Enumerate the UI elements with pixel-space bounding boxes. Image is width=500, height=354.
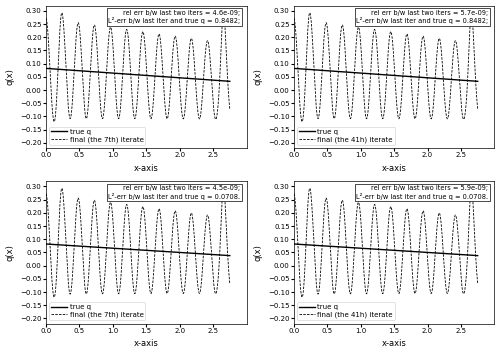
Y-axis label: q(x): q(x) bbox=[254, 68, 262, 85]
final (the 41h) iterate bbox=[442, 276, 448, 281]
final (the 7th) iterate bbox=[227, 282, 233, 286]
Text: rel err b/w last two iters = 4.5e-09;
L²-err b/w last iter and true q = 0.0708.: rel err b/w last two iters = 4.5e-09; L²… bbox=[108, 185, 240, 200]
final (the 41h) iterate bbox=[291, 16, 297, 20]
true q bbox=[291, 242, 297, 246]
Text: rel err b/w last two iters = 4.6e-09;
L²-err b/w last iter and true q = 0.8482;: rel err b/w last two iters = 4.6e-09; L²… bbox=[108, 10, 240, 24]
true q bbox=[153, 74, 159, 78]
Line: final (the 41h) iterate: final (the 41h) iterate bbox=[294, 186, 478, 297]
true q bbox=[474, 253, 480, 258]
true q bbox=[153, 249, 159, 253]
true q bbox=[428, 76, 434, 80]
true q bbox=[76, 69, 82, 73]
final (the 7th) iterate bbox=[220, 184, 226, 188]
Y-axis label: q(x): q(x) bbox=[254, 244, 262, 261]
true q bbox=[361, 71, 367, 75]
final (the 41h) iterate bbox=[410, 109, 416, 113]
final (the 41h) iterate bbox=[299, 295, 305, 299]
true q bbox=[43, 66, 49, 70]
true q bbox=[227, 253, 233, 258]
true q bbox=[227, 79, 233, 84]
final (the 7th) iterate bbox=[153, 229, 159, 233]
final (the 7th) iterate bbox=[194, 102, 200, 106]
Legend: true q, final (the 7th) iterate: true q, final (the 7th) iterate bbox=[50, 302, 146, 320]
true q bbox=[113, 246, 119, 251]
Line: final (the 7th) iterate: final (the 7th) iterate bbox=[46, 186, 230, 297]
final (the 41h) iterate bbox=[428, 117, 434, 121]
true q bbox=[324, 69, 330, 73]
final (the 7th) iterate bbox=[162, 109, 168, 113]
final (the 7th) iterate bbox=[113, 98, 119, 102]
final (the 41h) iterate bbox=[442, 102, 448, 106]
final (the 7th) iterate bbox=[227, 107, 233, 112]
final (the 41h) iterate bbox=[474, 282, 480, 286]
final (the 41h) iterate bbox=[291, 192, 297, 196]
Line: true q: true q bbox=[46, 244, 230, 256]
true q bbox=[43, 242, 49, 246]
final (the 7th) iterate bbox=[162, 284, 168, 288]
true q bbox=[442, 77, 448, 81]
final (the 41h) iterate bbox=[468, 184, 474, 188]
true q bbox=[474, 79, 480, 84]
Line: true q: true q bbox=[46, 68, 230, 81]
final (the 7th) iterate bbox=[220, 10, 226, 14]
Line: true q: true q bbox=[294, 68, 478, 81]
final (the 7th) iterate bbox=[76, 201, 82, 205]
true q bbox=[180, 251, 186, 255]
final (the 41h) iterate bbox=[468, 10, 474, 14]
true q bbox=[291, 66, 297, 70]
final (the 7th) iterate bbox=[194, 276, 200, 281]
true q bbox=[401, 74, 407, 78]
true q bbox=[410, 250, 416, 254]
final (the 41h) iterate bbox=[324, 201, 330, 205]
final (the 7th) iterate bbox=[153, 54, 159, 58]
true q bbox=[162, 250, 168, 254]
true q bbox=[324, 244, 330, 248]
true q bbox=[442, 251, 448, 256]
final (the 41h) iterate bbox=[474, 107, 480, 112]
Y-axis label: q(x): q(x) bbox=[6, 68, 15, 85]
Y-axis label: q(x): q(x) bbox=[6, 244, 15, 261]
final (the 41h) iterate bbox=[410, 284, 416, 288]
true q bbox=[410, 75, 416, 79]
Line: final (the 7th) iterate: final (the 7th) iterate bbox=[46, 12, 230, 122]
final (the 7th) iterate bbox=[180, 117, 186, 121]
true q bbox=[162, 75, 168, 79]
final (the 41h) iterate bbox=[361, 273, 367, 277]
true q bbox=[180, 76, 186, 80]
final (the 41h) iterate bbox=[361, 98, 367, 102]
final (the 41h) iterate bbox=[401, 54, 407, 58]
true q bbox=[194, 77, 200, 81]
final (the 41h) iterate bbox=[299, 120, 305, 124]
true q bbox=[194, 251, 200, 256]
Line: final (the 41h) iterate: final (the 41h) iterate bbox=[294, 12, 478, 122]
X-axis label: x-axis: x-axis bbox=[134, 164, 158, 173]
Line: true q: true q bbox=[294, 244, 478, 256]
final (the 41h) iterate bbox=[324, 25, 330, 29]
true q bbox=[401, 249, 407, 253]
true q bbox=[361, 246, 367, 251]
final (the 7th) iterate bbox=[43, 192, 49, 196]
X-axis label: x-axis: x-axis bbox=[382, 164, 406, 173]
Legend: true q, final (the 41h) iterate: true q, final (the 41h) iterate bbox=[298, 127, 395, 145]
Legend: true q, final (the 41h) iterate: true q, final (the 41h) iterate bbox=[298, 302, 395, 320]
final (the 7th) iterate bbox=[113, 273, 119, 277]
true q bbox=[113, 71, 119, 75]
final (the 7th) iterate bbox=[76, 25, 82, 29]
Text: rel err b/w last two iters = 5.7e-09;
L²-err b/w last iter and true q = 0.8482;: rel err b/w last two iters = 5.7e-09; L²… bbox=[356, 10, 488, 24]
final (the 7th) iterate bbox=[51, 120, 57, 124]
X-axis label: x-axis: x-axis bbox=[382, 339, 406, 348]
X-axis label: x-axis: x-axis bbox=[134, 339, 158, 348]
Text: rel err b/w last two iters = 5.9e-09;
L²-err b/w last iter and true q = 0.0708.: rel err b/w last two iters = 5.9e-09; L²… bbox=[356, 185, 488, 200]
final (the 7th) iterate bbox=[51, 295, 57, 299]
Legend: true q, final (the 7th) iterate: true q, final (the 7th) iterate bbox=[50, 127, 146, 145]
true q bbox=[428, 251, 434, 255]
true q bbox=[76, 244, 82, 248]
final (the 41h) iterate bbox=[401, 229, 407, 233]
final (the 41h) iterate bbox=[428, 291, 434, 296]
final (the 7th) iterate bbox=[180, 291, 186, 296]
final (the 7th) iterate bbox=[43, 16, 49, 20]
